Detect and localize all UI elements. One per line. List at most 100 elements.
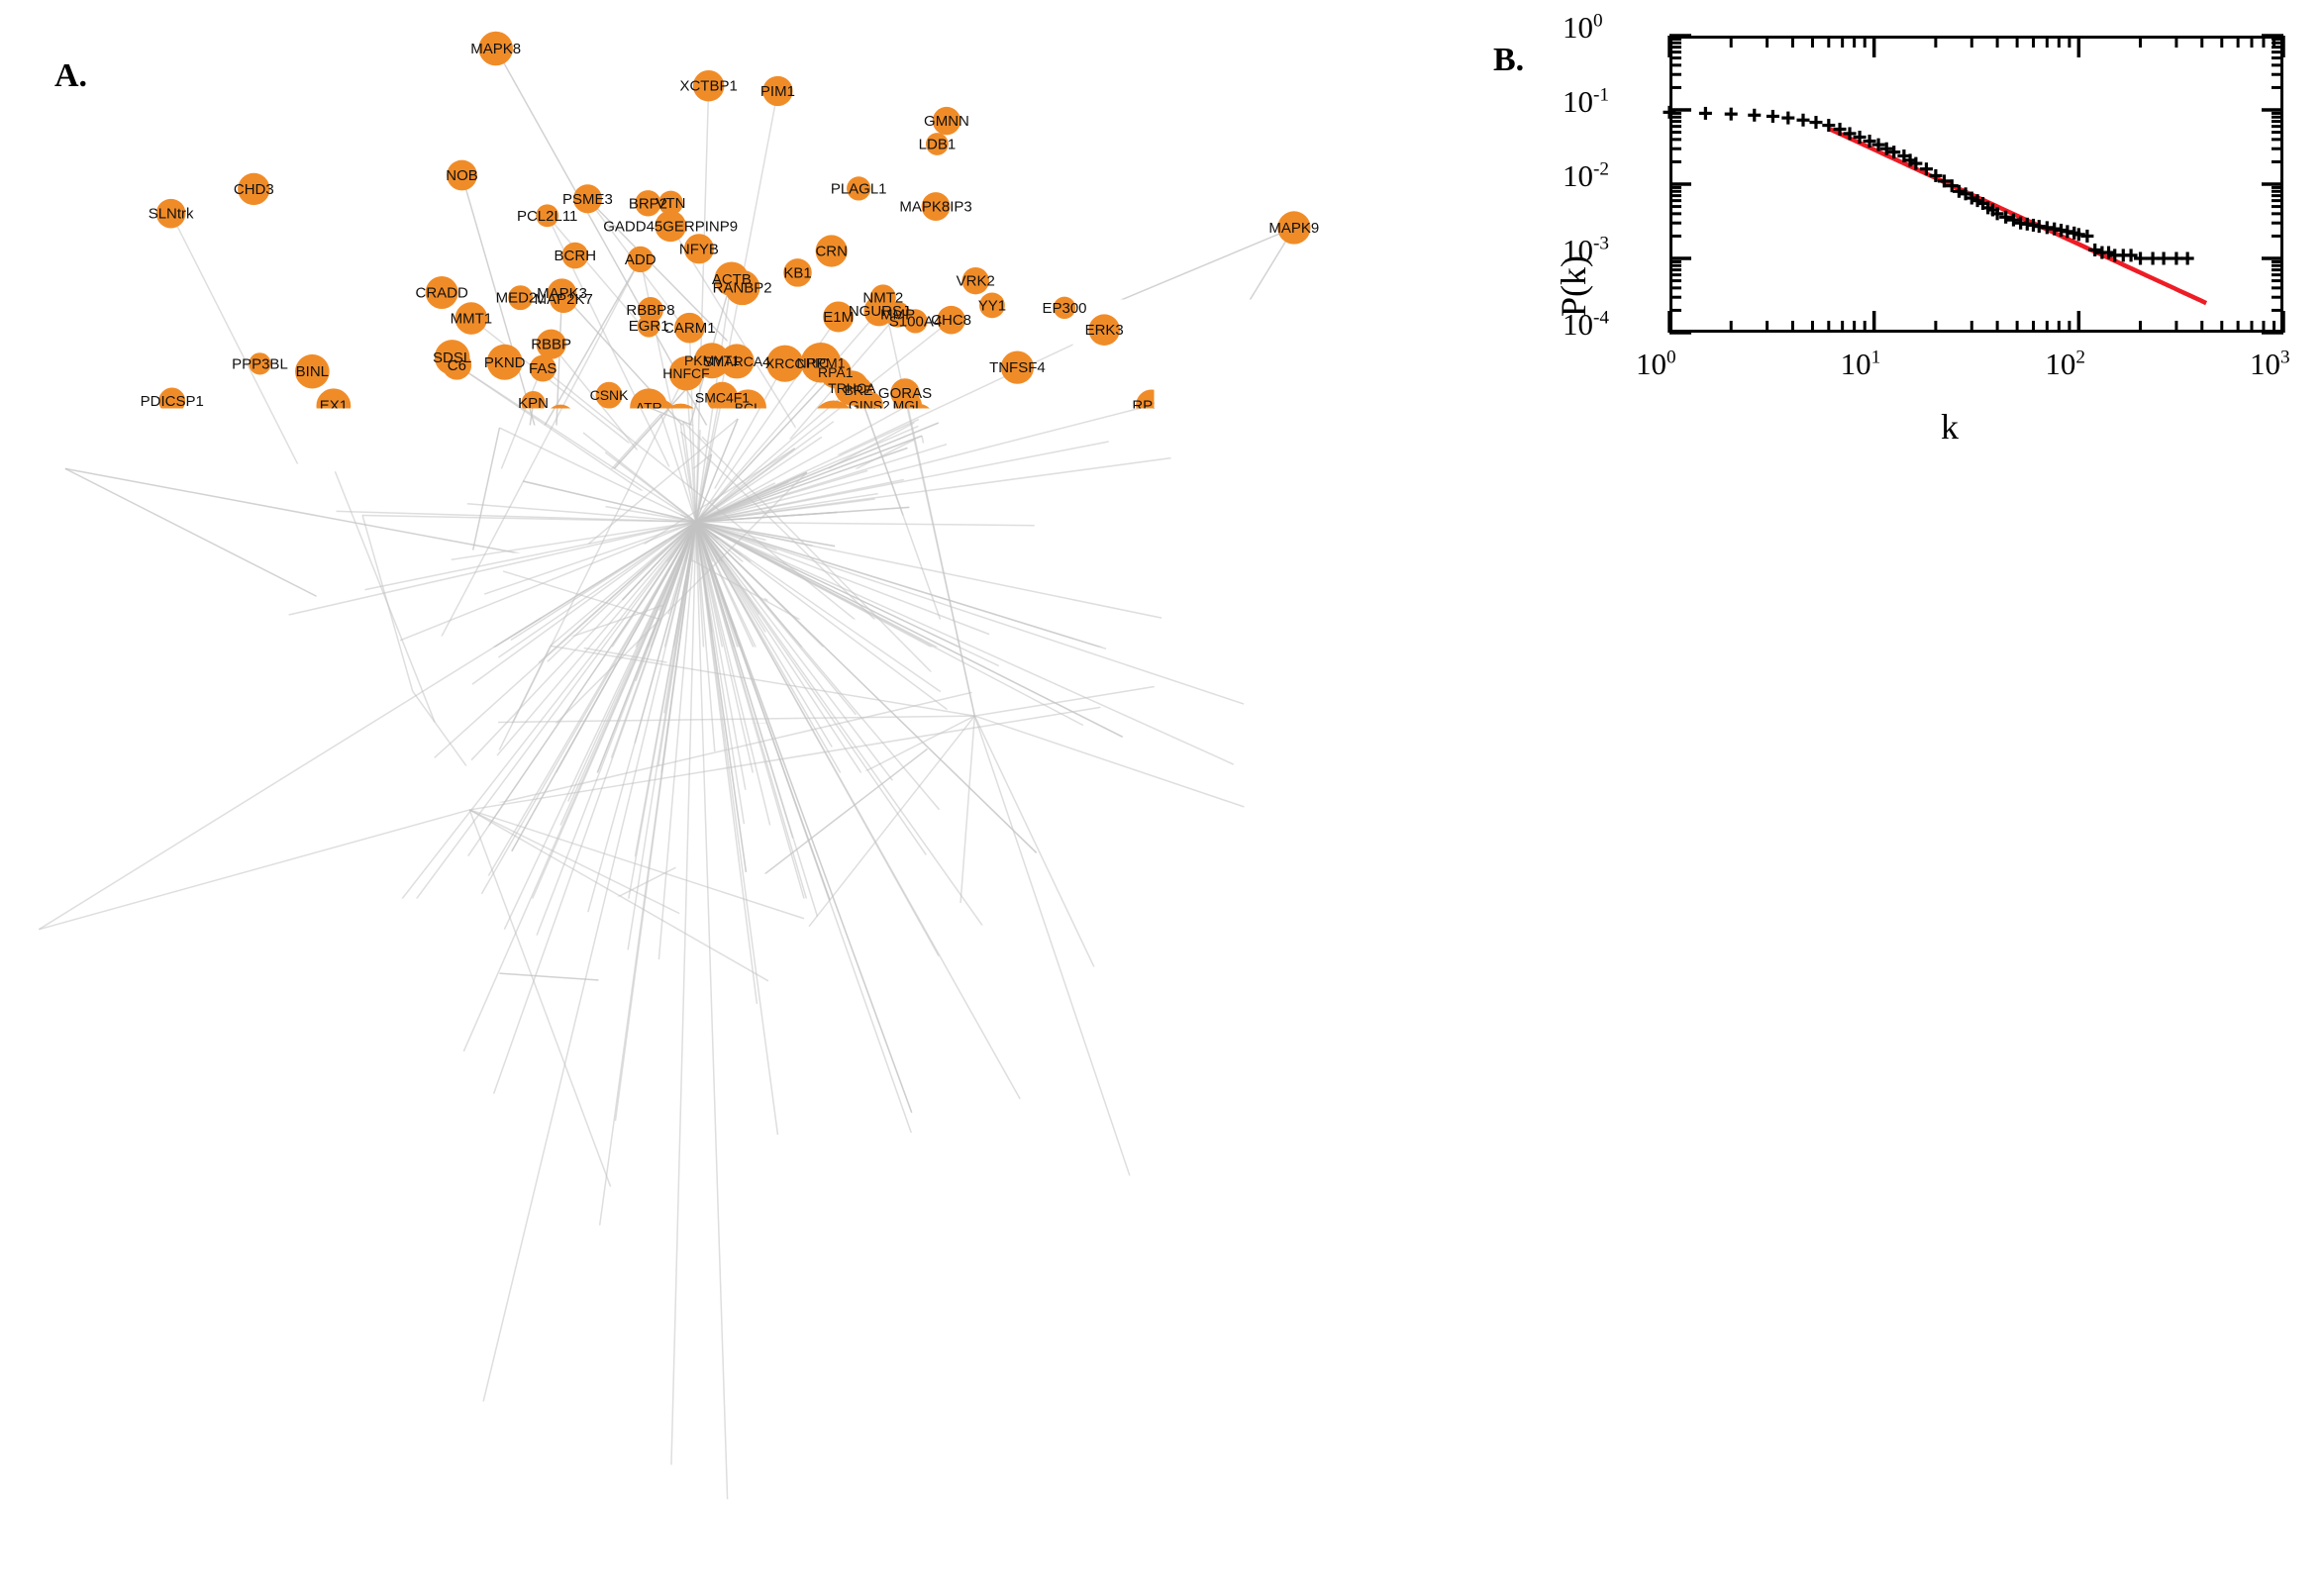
network-node-label: TAF9T5H xyxy=(448,513,507,529)
network-node-label: GSTM4 xyxy=(1095,662,1147,679)
network-node-label: CTCK xyxy=(454,1090,494,1107)
network-node-label: DARS xyxy=(58,1270,100,1287)
panel-d-ytick: 102 xyxy=(1563,1047,1603,1082)
network-node-label: FEM1B xyxy=(816,794,862,810)
network-node-label: BGN xyxy=(659,859,689,875)
network-node-label: EIF4E xyxy=(1063,717,1102,733)
panel-c-ytick: 10-1 xyxy=(1563,739,1609,774)
network-node-label: RAD50 xyxy=(384,1030,432,1047)
network-node-label: BCL2 xyxy=(922,802,957,818)
panel-b-ytick: 10-1 xyxy=(1563,84,1609,120)
network-node-label: SCYAS xyxy=(521,444,566,459)
network-node-label: R2A xyxy=(227,1027,255,1044)
network-node-label: PYCAPP xyxy=(405,617,461,633)
network-node-label: MSN xyxy=(613,942,644,957)
network-node-label: RIPK1 xyxy=(1019,698,1060,714)
legend-label-ubiq: UBIQ xyxy=(1382,1223,1448,1253)
network-node-label: MADD xyxy=(890,1105,934,1122)
network-node-label: H2AFY xyxy=(341,582,388,599)
network-node-label: UBE2B xyxy=(591,1113,640,1130)
network-node-label: RPS4 xyxy=(1132,397,1170,414)
panel-d-data-points[interactable] xyxy=(1724,1047,2199,1279)
network-node-label: SF3B1 xyxy=(723,816,765,832)
panel-c-data-points[interactable] xyxy=(1724,640,2197,849)
network-node-label: NRPM1 xyxy=(796,354,845,370)
network-node-label: NFYB xyxy=(679,241,719,257)
network-node-label: MDA5 xyxy=(640,951,678,967)
network-hub-tp53[interactable]: TP53 xyxy=(651,476,742,567)
network-node-label: ARHGDIA xyxy=(32,460,99,477)
network-node-label: MAGEE xyxy=(847,581,897,597)
network-node-label: CHD3 xyxy=(234,181,274,198)
network-node-label: ERK3 xyxy=(1085,322,1124,339)
network-node-label: NUCB2 xyxy=(1036,679,1083,695)
panel-b-xaxis-title: k xyxy=(1941,406,1959,448)
network-node-label: SLNtrk xyxy=(149,206,194,223)
network-node-label: GSN xyxy=(448,1044,480,1060)
network-node-label: RAB4A xyxy=(588,927,635,943)
network-node-label: PPP2R4 xyxy=(759,940,813,955)
network-node-label: PRKDC xyxy=(473,965,526,982)
network-node-label: TNFSF4 xyxy=(989,359,1046,376)
hub-label: TP53 xyxy=(660,507,732,540)
network-node-label: IL10RB xyxy=(1129,753,1178,770)
network-node-label: PCL2L11 xyxy=(517,208,577,225)
network-node-label: BID xyxy=(1280,378,1305,395)
network-node-label: MMT1 xyxy=(451,311,493,328)
network-node-label: CDK1 xyxy=(920,415,958,431)
network-node-label: IBARD1 xyxy=(1159,569,1212,586)
network-node-label: POCDBPDE xyxy=(495,724,573,740)
network-node-label: TRADD xyxy=(1080,641,1132,657)
network-node-label: SMARCA4 xyxy=(703,353,770,369)
panel-d-plot-area[interactable] xyxy=(1475,921,2323,1574)
network-node-label: BCRH xyxy=(555,248,597,264)
network-node-label: NEDD8 xyxy=(590,503,638,519)
network-node-label: LTBP4 xyxy=(540,412,581,428)
network-graph[interactable]: ARL3BanpTAF9BGATAMAGEECDC14ADHCR24BRKNLR… xyxy=(0,0,1446,1596)
network-node-label: KARS xyxy=(979,497,1017,513)
network-node-label: IL1RA xyxy=(524,739,563,754)
network-node-label: EZR xyxy=(481,905,509,921)
network-node-label: YY1 xyxy=(978,297,1006,314)
panel-b-data-points[interactable] xyxy=(1664,106,2194,265)
network-node-label: PNS1 xyxy=(1225,799,1263,816)
network-node-label: IL13RA2 xyxy=(307,503,364,520)
network-node-label: CDC25C xyxy=(548,822,603,838)
network-node-label: UBA xyxy=(705,1080,736,1097)
network-node-label: SE1C1 xyxy=(1106,768,1154,785)
network-node-label: KPN xyxy=(518,395,549,412)
network-node-label: IGBP xyxy=(652,606,684,622)
network-node-label: TOPORS xyxy=(677,974,736,990)
network-node-label: POLR2C xyxy=(601,891,656,907)
network-node-label: KCNHP5 xyxy=(1130,973,1190,990)
network-node-label: SLC22A11 xyxy=(797,892,863,908)
network-node-label: MG1 xyxy=(857,456,887,472)
network-node-label: TOPZA xyxy=(1147,450,1196,467)
network-node-label: ACTB xyxy=(712,271,752,288)
network-node-label: DLBACDH4 xyxy=(918,1051,997,1068)
network-node-label: MYST1 xyxy=(1022,515,1071,532)
network-node-label: LRCC6 xyxy=(996,1091,1045,1108)
legend-swatch-casp3 xyxy=(1339,1252,1368,1282)
network-node-label: KPNA2 xyxy=(610,872,656,888)
network-node-label: ILK xyxy=(1002,936,1025,952)
network-node-label: CASP9 xyxy=(1123,933,1171,949)
network-node-label: RTNA xyxy=(857,1475,897,1492)
network-node-label: CSNK xyxy=(590,387,630,403)
legend-swatch-brca1 xyxy=(1339,1195,1368,1225)
network-node-label: LTBR xyxy=(926,1070,962,1087)
network-node-label: RP1 xyxy=(755,973,781,989)
network-node-label: GRIA1 xyxy=(942,1154,986,1171)
network-node-label: WDKHG xyxy=(907,1016,964,1033)
hub-label: Ubiq xyxy=(950,704,1000,731)
network-node-label: PSME3 xyxy=(562,191,613,208)
network-node-label: RAB1A xyxy=(531,548,577,563)
network-node-label: CCS xyxy=(1128,896,1160,913)
network-node-label: CSN xyxy=(135,1392,166,1409)
network-node-label: ELKS xyxy=(1143,610,1180,627)
network-node-label: CCNH xyxy=(959,585,998,601)
network-node-label: UQCRFS1 xyxy=(637,753,703,769)
network-node-label: EIF4B xyxy=(646,793,684,809)
legend-swatch-nonhub xyxy=(1339,1281,1368,1311)
network-hub-ubiq[interactable]: Ubiq xyxy=(946,687,1003,745)
